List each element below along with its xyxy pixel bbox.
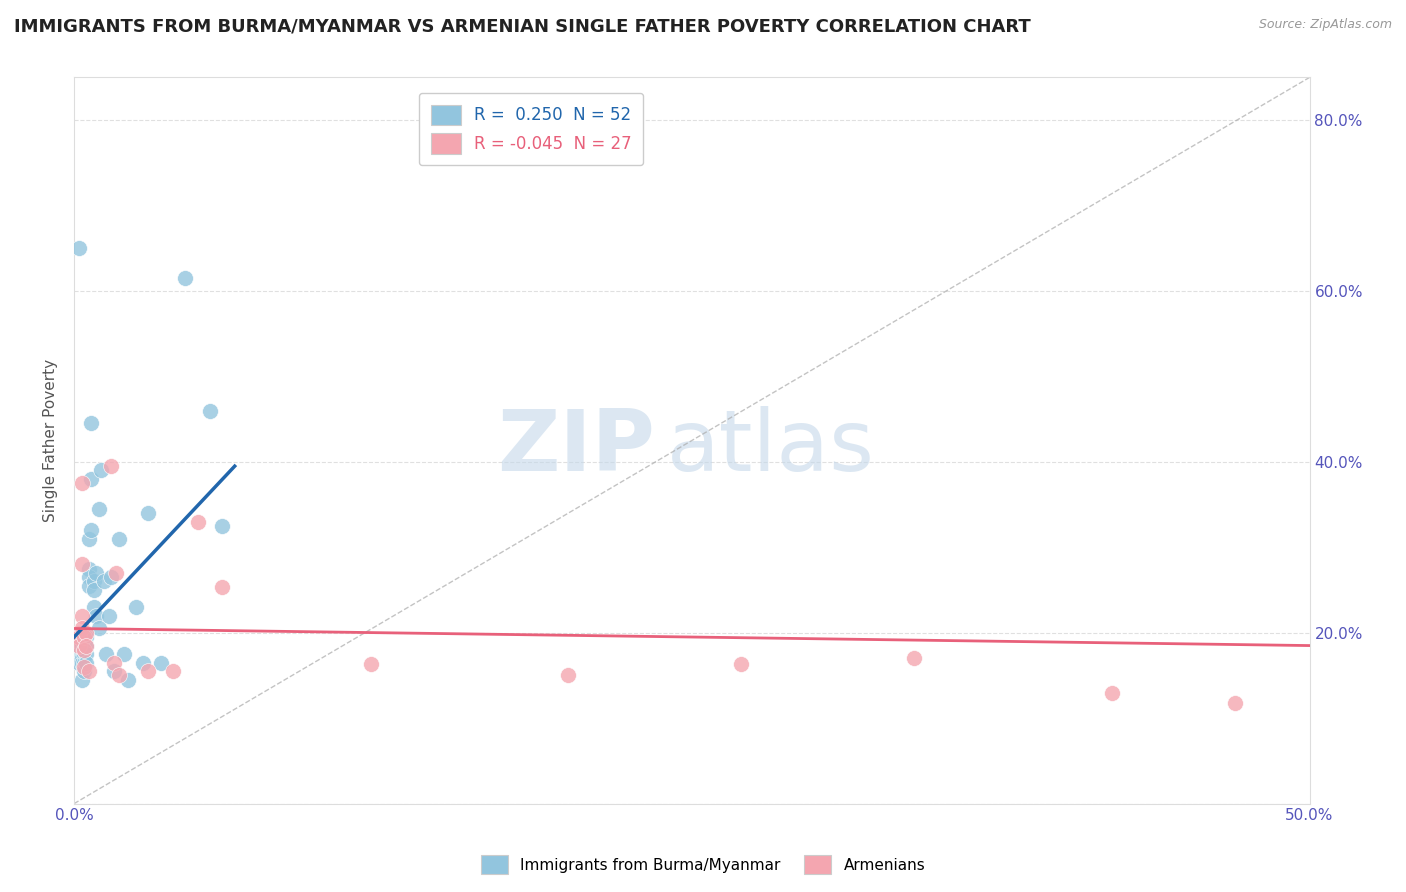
Point [730, 657, 752, 672]
Point [67, 639, 90, 653]
Point [70, 651, 93, 665]
Point [73, 656, 96, 670]
Point [211, 581, 233, 595]
Point [70, 673, 93, 687]
Point [67, 656, 90, 670]
Point [107, 532, 129, 546]
Y-axis label: Single Father Poverty: Single Father Poverty [44, 359, 58, 522]
Point [96, 647, 118, 661]
Point [1225, 696, 1247, 710]
Point [75, 639, 97, 653]
Point [125, 600, 148, 615]
Point [83, 600, 105, 615]
Point [67, 630, 90, 644]
Text: ZIP: ZIP [496, 406, 655, 490]
Point [100, 570, 122, 584]
Point [100, 459, 122, 474]
Point [80, 472, 103, 486]
Point [73, 647, 96, 661]
Point [112, 647, 135, 661]
Point [70, 656, 93, 670]
Point [360, 657, 382, 672]
Point [90, 463, 112, 477]
Point [73, 625, 96, 640]
Point [107, 668, 129, 682]
Point [103, 664, 125, 678]
Point [103, 656, 125, 670]
Point [80, 417, 103, 431]
Point [174, 271, 197, 285]
Point [86, 566, 108, 580]
Point [1101, 685, 1123, 699]
Point [70, 608, 93, 623]
Point [136, 664, 159, 678]
Point [73, 643, 96, 657]
Point [75, 639, 97, 653]
Point [70, 476, 93, 491]
Point [198, 403, 221, 417]
Point [117, 673, 139, 687]
Point [105, 566, 128, 580]
Point [70, 622, 93, 636]
Point [77, 562, 100, 576]
Point [187, 515, 209, 529]
Point [67, 639, 90, 653]
Point [162, 664, 184, 678]
Text: Source: ZipAtlas.com: Source: ZipAtlas.com [1258, 18, 1392, 31]
Point [77, 664, 100, 678]
Point [75, 625, 97, 640]
Point [70, 647, 93, 661]
Point [73, 660, 96, 674]
Point [75, 656, 97, 670]
Point [87, 501, 110, 516]
Point [557, 668, 579, 682]
Point [73, 630, 96, 644]
Point [93, 574, 115, 589]
Text: IMMIGRANTS FROM BURMA/MYANMAR VS ARMENIAN SINGLE FATHER POVERTY CORRELATION CHAR: IMMIGRANTS FROM BURMA/MYANMAR VS ARMENIA… [14, 18, 1031, 36]
Point [75, 647, 97, 661]
Legend: Immigrants from Burma/Myanmar, Armenians: Immigrants from Burma/Myanmar, Armenians [475, 849, 931, 880]
Point [70, 558, 93, 572]
Point [86, 608, 108, 623]
Point [67, 647, 90, 661]
Point [75, 630, 97, 644]
Point [903, 651, 925, 665]
Point [83, 574, 105, 589]
Point [136, 506, 159, 520]
Point [97, 608, 120, 623]
Point [75, 625, 97, 640]
Point [83, 582, 105, 597]
Point [73, 664, 96, 678]
Point [211, 519, 233, 533]
Point [73, 639, 96, 653]
Point [87, 622, 110, 636]
Point [73, 643, 96, 657]
Point [77, 579, 100, 593]
Point [77, 532, 100, 546]
Point [70, 639, 93, 653]
Point [73, 630, 96, 644]
Point [149, 656, 172, 670]
Point [80, 523, 103, 537]
Point [132, 656, 155, 670]
Text: atlas: atlas [666, 406, 875, 490]
Point [70, 630, 93, 644]
Point [77, 570, 100, 584]
Point [67, 241, 90, 255]
Legend: R =  0.250  N = 52, R = -0.045  N = 27: R = 0.250 N = 52, R = -0.045 N = 27 [419, 93, 644, 165]
Point [67, 625, 90, 640]
